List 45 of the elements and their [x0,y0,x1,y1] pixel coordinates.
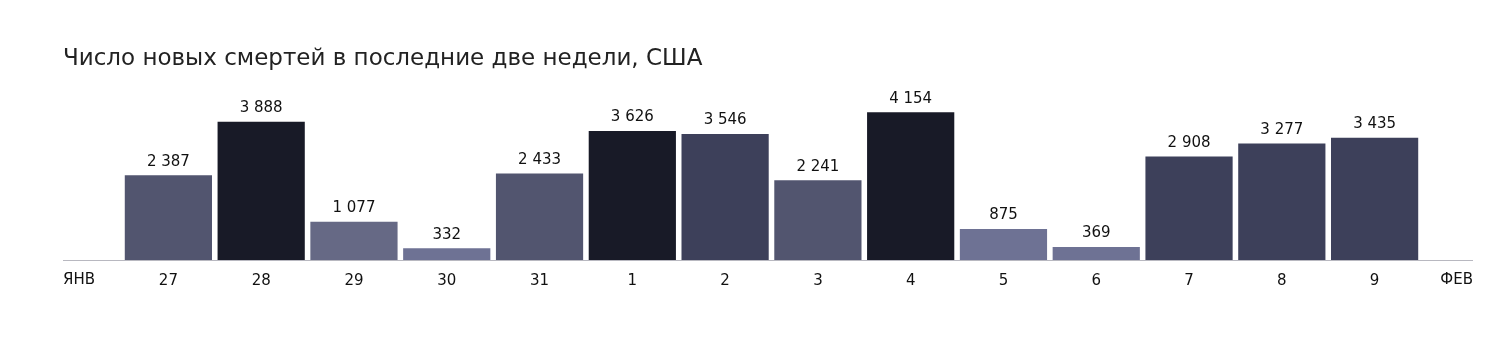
data-label: 2 387 [146,151,190,170]
x-tick-label: 28 [251,270,271,289]
x-tick-label: 4 [905,270,916,289]
data-label: 3 626 [610,107,654,126]
data-label: 3 435 [1353,114,1397,133]
bar [1052,246,1140,260]
data-label: 3 277 [1260,119,1304,138]
x-tick-label: 27 [158,270,178,289]
bar [403,248,491,260]
x-tick-label: 3 [813,270,823,289]
bar [1238,143,1326,260]
data-label: 875 [989,205,1018,224]
data-label: 2 241 [796,156,840,175]
data-label: 4 154 [889,88,933,107]
bar [495,173,584,260]
x-tick-label: 9 [1369,270,1380,289]
x-tick-label: 2 [720,270,730,289]
x-tick-label: 31 [529,270,550,289]
bar [867,112,955,260]
x-tick-label: 29 [344,270,364,289]
text: ФЕВ [1440,269,1473,288]
x-tick-label: 5 [998,270,1009,289]
x-tick-label: 1 [627,270,638,289]
data-label: 3 546 [703,110,747,129]
bar [681,133,769,260]
x-tick-label: 6 [1091,270,1102,289]
bar [124,175,212,260]
bar [959,228,1048,260]
data-label: 1 077 [332,198,376,217]
x-tick-label: 7 [1184,270,1194,289]
data-label: 2 433 [518,149,562,168]
bar [1331,137,1419,260]
bar [217,121,305,260]
x-tick-label: 8 [1277,270,1287,289]
data-label: 3 888 [239,98,283,117]
bar [310,221,398,260]
data-label: 332 [432,224,462,243]
x-tick-label: 30 [437,270,457,289]
chart-title: Число новых смертей в последние две недели, США [63,44,703,70]
data-label: 369 [1081,223,1111,242]
bar [774,180,862,260]
bar [1145,156,1233,260]
bar [588,131,676,260]
data-label: 2 908 [1167,133,1211,151]
text: ЯНВ [63,269,95,288]
